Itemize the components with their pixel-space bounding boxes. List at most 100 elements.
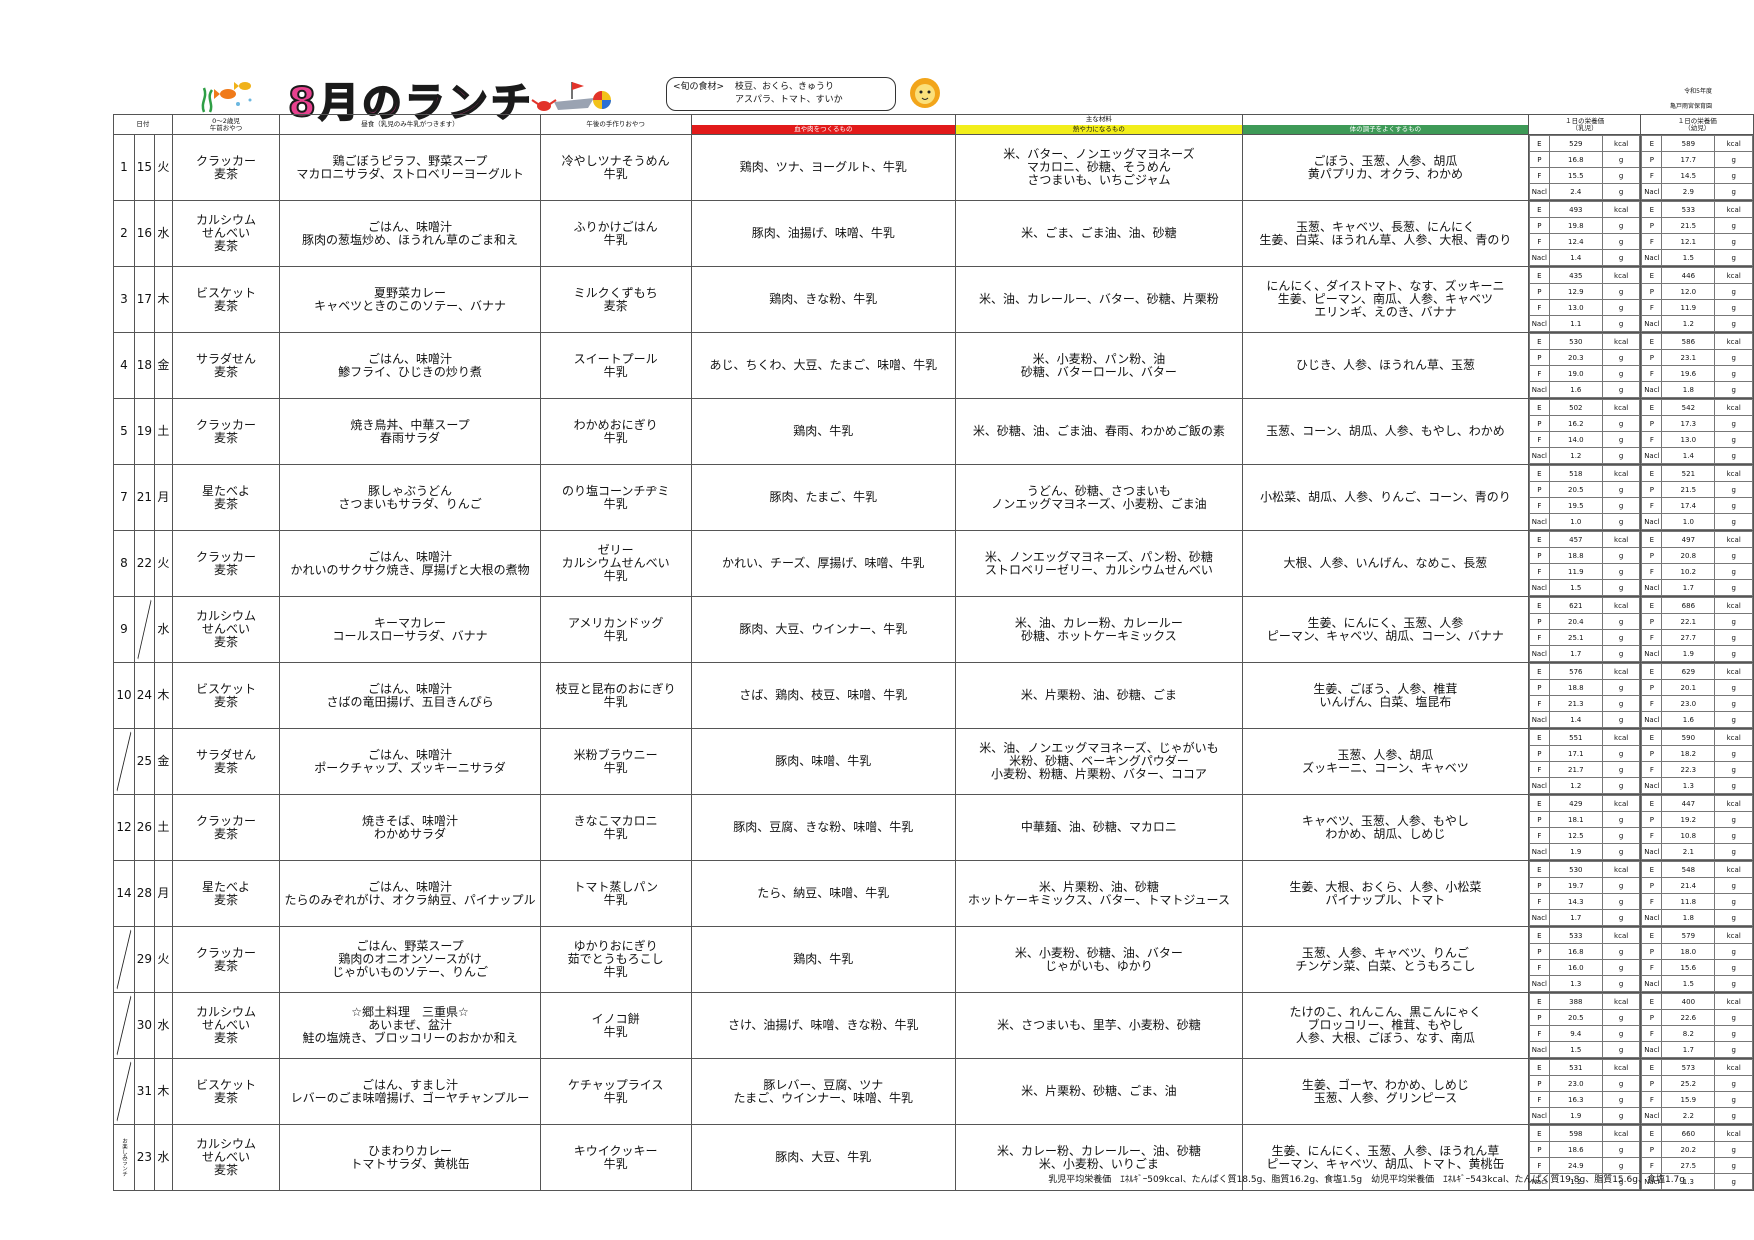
green-ingredients: 生姜、にんにく、玉葱、人参、ほうれん草 ピーマン、キャベツ、胡瓜、トマト、黄桃缶: [1241, 1124, 1529, 1191]
nutrient-value: 400: [1661, 993, 1716, 1010]
toddler-nutrition-table: E 542 kcal P 17.3 g F 13.0 g Nacl 1.4 g: [1641, 399, 1753, 464]
infant-nutrition: E 530 kcal P 20.3 g F 19.0 g Nacl 1.6 g: [1527, 332, 1642, 399]
nutrient-key: Nacl: [1641, 579, 1663, 596]
nutrient-key: F: [1529, 761, 1550, 778]
nutrient-key: P: [1641, 679, 1663, 696]
nutrient-value: 1.9: [1548, 843, 1603, 860]
menu-row: 29 火クラッカー 麦茶 ごはん、野菜スープ 鶏肉のオニオンソースがけ じゃがいもの…: [113, 926, 1754, 993]
nutrient-key: P: [1641, 481, 1663, 498]
nutrient-value: 542: [1661, 399, 1716, 416]
col-green-group-header: 体の調子をよくするもの: [1241, 114, 1529, 135]
nutrient-value: 518: [1548, 465, 1603, 482]
yellow-ingredients: 米、小麦粉、パン粉、油 砂糖、バターロール、バター: [954, 332, 1243, 399]
nutrient-value: 20.8: [1661, 547, 1716, 564]
nutrient-value: 1.5: [1661, 249, 1716, 266]
toddler-nutrition-table: E 660 kcal P 20.2 g F 27.5 g Nacl 1.3 g: [1641, 1125, 1753, 1190]
nutrient-value: 22.3: [1661, 761, 1716, 778]
nutrient-row: P 12.0 g: [1641, 283, 1753, 300]
week-number: 5: [113, 398, 135, 465]
toddler-nutrition: E 590 kcal P 18.2 g F 22.3 g Nacl 1.3 g: [1640, 728, 1754, 795]
day-number: 30: [133, 992, 155, 1059]
nutrient-value: 13.0: [1661, 431, 1716, 448]
col-red-group-header: 血や肉をつくるもの: [690, 114, 956, 135]
nutrient-row: P 16.8 g: [1529, 151, 1640, 168]
nutrient-unit: kcal: [1601, 135, 1640, 152]
nutrient-row: P 23.1 g: [1641, 349, 1753, 366]
morning-snack: 星たべよ 麦茶: [171, 860, 281, 927]
nutrient-unit: kcal: [1714, 1059, 1753, 1076]
nutrient-key: P: [1641, 217, 1663, 234]
afternoon-snack: ふりかけごはん 牛乳: [539, 200, 692, 267]
nutrient-value: 19.8: [1548, 217, 1603, 234]
infant-nutrition: E 457 kcal P 18.8 g F 11.9 g Nacl 1.5 g: [1527, 530, 1642, 597]
nutrient-value: 20.5: [1548, 481, 1603, 498]
green-group-label: 体の調子をよくするもの: [1243, 125, 1528, 134]
day-of-week: 木: [153, 266, 173, 333]
toddler-nutrition-table: E 573 kcal P 25.2 g F 15.9 g Nacl 2.2 g: [1641, 1059, 1753, 1124]
nutrient-row: Nacl 1.7 g: [1641, 1041, 1753, 1058]
nutrient-key: E: [1641, 399, 1663, 416]
nutrient-row: P 20.2 g: [1641, 1141, 1753, 1158]
nutrient-unit: g: [1714, 415, 1753, 432]
nutrient-row: Nacl 2.2 g: [1641, 1107, 1753, 1124]
nutrient-value: 20.3: [1548, 349, 1603, 366]
nutrient-key: P: [1529, 877, 1550, 894]
nutrient-row: P 20.4 g: [1529, 613, 1640, 630]
nutrient-unit: kcal: [1601, 795, 1640, 812]
nutrient-row: F 19.0 g: [1529, 365, 1640, 382]
nutrient-row: E 447 kcal: [1641, 795, 1753, 812]
nutrient-unit: g: [1714, 497, 1753, 514]
nutrient-key: Nacl: [1641, 975, 1663, 992]
nutrient-value: 1.5: [1548, 1041, 1603, 1058]
menu-row: 31 木ビスケット 麦茶 ごはん、すまし汁 レバーのごま味噌揚げ、ゴーヤチャンプルー…: [113, 1058, 1754, 1125]
day-of-week: 月: [153, 860, 173, 927]
nutrient-row: Nacl 1.5 g: [1529, 1041, 1640, 1058]
nutrient-value: 15.9: [1661, 1091, 1716, 1108]
nutrient-row: F 14.3 g: [1529, 893, 1640, 910]
lunch-menu: ひまわりカレー トマトサラダ、黄桃缶: [279, 1124, 541, 1191]
nutrient-key: P: [1641, 1141, 1663, 1158]
nutrient-unit: kcal: [1601, 597, 1640, 614]
nutrient-row: F 12.4 g: [1529, 233, 1640, 250]
nutrient-unit: g: [1601, 1009, 1640, 1026]
nutrient-unit: g: [1714, 431, 1753, 448]
nutrient-value: 2.1: [1661, 843, 1716, 860]
nutrient-row: E 493 kcal: [1529, 201, 1640, 218]
infant-nutrition: E 551 kcal P 17.1 g F 21.7 g Nacl 1.2 g: [1527, 728, 1642, 795]
day-of-week: 土: [153, 794, 173, 861]
nutrient-key: F: [1529, 365, 1550, 382]
nutrient-row: Nacl 1.5 g: [1641, 249, 1753, 266]
nutrient-key: F: [1641, 1025, 1663, 1042]
morning-snack: クラッカー 麦茶: [171, 530, 281, 597]
day-of-week: 木: [153, 662, 173, 729]
nutrient-row: F 10.8 g: [1641, 827, 1753, 844]
col-date-header: 日付: [113, 114, 173, 135]
week-number: [113, 728, 135, 795]
nutrient-row: F 11.8 g: [1641, 893, 1753, 910]
nutrient-value: 18.2: [1661, 745, 1716, 762]
nutrient-key: E: [1529, 861, 1550, 878]
nutrient-value: 17.3: [1661, 415, 1716, 432]
nutrient-unit: g: [1601, 745, 1640, 762]
toddler-nutrition: E 446 kcal P 12.0 g F 11.9 g Nacl 1.2 g: [1640, 266, 1754, 333]
nutrient-key: P: [1529, 613, 1550, 630]
morning-snack: 星たべよ 麦茶: [171, 464, 281, 531]
nutrient-unit: g: [1601, 1041, 1640, 1058]
day-of-week: 水: [153, 596, 173, 663]
nutrient-value: 446: [1661, 267, 1716, 284]
nutrient-key: E: [1641, 927, 1663, 944]
nutrient-unit: g: [1601, 711, 1640, 728]
red-ingredients: 豚肉、油揚げ、味噌、牛乳: [690, 200, 956, 267]
nutrient-value: 1.2: [1661, 315, 1716, 332]
nutrient-row: Nacl 1.2 g: [1529, 1173, 1640, 1190]
nutrient-key: P: [1529, 1009, 1550, 1026]
afternoon-snack: キウイクッキー 牛乳: [539, 1124, 692, 1191]
nutrient-value: 19.5: [1548, 497, 1603, 514]
nutrient-value: 1.0: [1548, 513, 1603, 530]
nutrient-row: F 11.9 g: [1529, 563, 1640, 580]
nutrient-row: P 25.2 g: [1641, 1075, 1753, 1092]
nutrient-unit: kcal: [1714, 135, 1753, 152]
menu-row: 3 17 木ビスケット 麦茶 夏野菜カレー キャベツときのこのソテー、バナナ ミルクくず…: [113, 266, 1754, 333]
nutrient-value: 497: [1661, 531, 1716, 548]
week-number: お楽しみランチ: [113, 1124, 135, 1191]
